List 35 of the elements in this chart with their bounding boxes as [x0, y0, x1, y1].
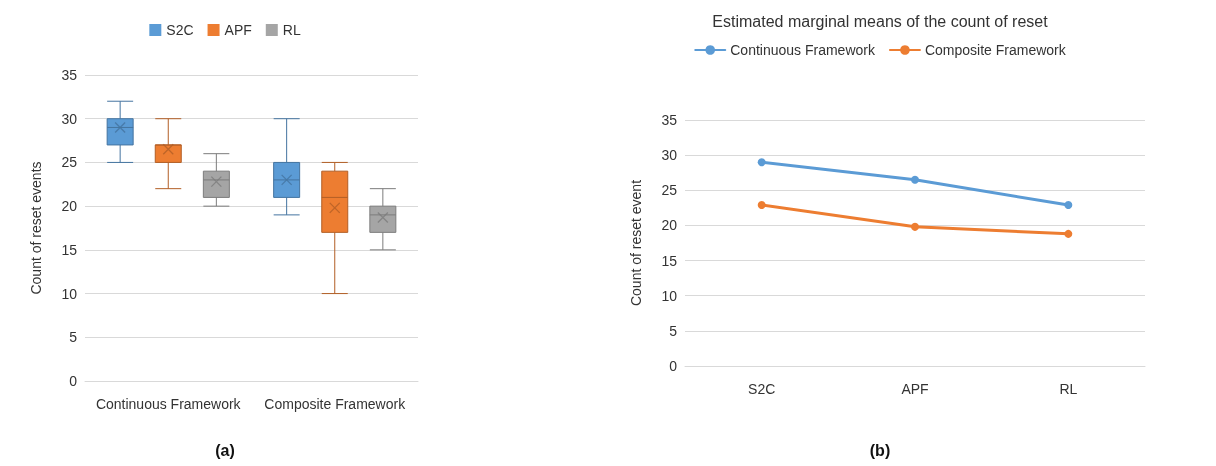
point: [757, 201, 766, 210]
text: (b): [869, 441, 891, 459]
x-tick-label: APF: [901, 381, 929, 397]
text: (a): [215, 441, 235, 459]
y-tick-label: 35: [61, 67, 78, 83]
point: [911, 175, 919, 184]
y-tick-label: 15: [61, 241, 78, 258]
y-tick-label: 0: [69, 373, 78, 389]
legend-label: APF: [224, 22, 252, 38]
point: [757, 158, 766, 167]
x-tick-label: S2C: [748, 381, 776, 397]
y-tick-label: 20: [661, 217, 678, 234]
y-tick-label: 5: [669, 322, 678, 339]
point: [1064, 201, 1073, 210]
x-tick-label: RL: [1059, 381, 1078, 397]
y-axis-title: Count of reset events: [28, 161, 44, 295]
chart-title: Estimated marginal means of the count of reset: [712, 12, 1049, 30]
y-tick-label: 20: [61, 198, 78, 215]
y-tick-label: 30: [61, 110, 78, 127]
y-tick-label: 35: [661, 112, 678, 128]
legend-label: Composite Framework: [924, 42, 1067, 58]
y-tick-label: 10: [661, 287, 678, 304]
legend-label: RL: [282, 22, 301, 38]
point: [1064, 229, 1073, 238]
y-axis-title: Count of reset event: [628, 179, 644, 307]
legend-label: Continuous Framework: [730, 42, 876, 58]
legend-label: S2C: [166, 22, 194, 38]
y-tick-label: 15: [661, 252, 678, 269]
y-tick-label: 0: [669, 358, 678, 374]
y-tick-label: 25: [61, 154, 78, 171]
y-tick-label: 30: [661, 147, 678, 164]
y-tick-label: 25: [661, 182, 678, 199]
point: [911, 222, 919, 231]
y-tick-label: 10: [61, 285, 78, 302]
y-tick-label: 5: [69, 329, 78, 346]
